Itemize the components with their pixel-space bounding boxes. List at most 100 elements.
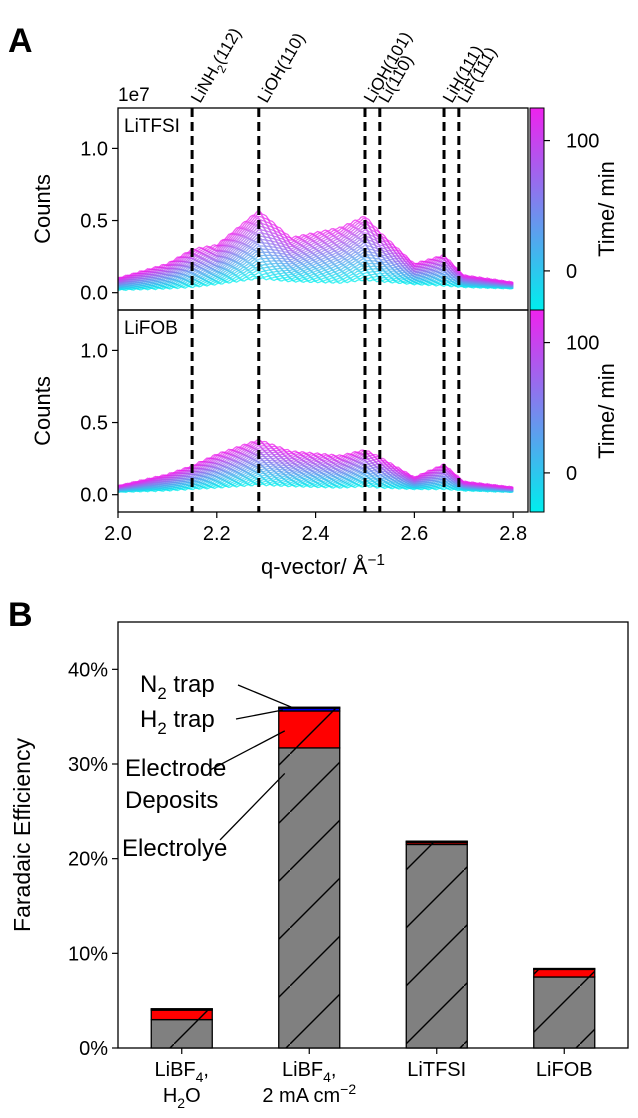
reference-label-0-part: (112) xyxy=(209,25,245,68)
colorbar-tick-label: 100 xyxy=(566,131,599,153)
bar-hatch xyxy=(406,844,468,1048)
annotation-n2-trap: N2​ trap xyxy=(140,671,215,703)
category-label: LiBF4​, xyxy=(155,1059,209,1085)
y-axis-label: Counts xyxy=(30,376,55,446)
series-line xyxy=(118,469,514,492)
y-tick-label: 1.0 xyxy=(80,340,108,362)
category-label: LiTFSI xyxy=(407,1059,466,1081)
category-label-line2-part: −2 xyxy=(340,1081,356,1097)
bar-hatch xyxy=(151,1010,213,1020)
x-tick-label: 2.6 xyxy=(400,523,428,545)
category-label-part: LiFOB xyxy=(536,1059,593,1081)
y-tick-label: 0% xyxy=(79,1038,108,1060)
annotation-electrolyte: Electrolye xyxy=(122,835,227,862)
series-line xyxy=(118,255,514,288)
bar-hatch xyxy=(533,977,595,1048)
bar-hatch xyxy=(151,1019,213,1048)
category-label-part: , xyxy=(331,1059,337,1081)
y-tick-label: 0.5 xyxy=(80,211,108,233)
series-line xyxy=(118,438,514,489)
annotation-n2-trap-part: 2 xyxy=(157,684,166,703)
colorbar-label: Time/ min xyxy=(594,363,619,459)
y-tick-label: 40% xyxy=(68,659,108,681)
x-axis-label-part: q-vector/ Å xyxy=(261,554,368,579)
annotation-leader xyxy=(237,684,293,709)
category-label-part: LiBF xyxy=(155,1059,196,1081)
subplot-litfsi: 0.0 0.5 1.0 LiTFSI Counts 0 100 Time/ min xyxy=(30,107,619,311)
colorbar-tick-label: 0 xyxy=(566,463,577,485)
annotation-deposits: Deposits xyxy=(125,787,218,814)
colorbar xyxy=(529,309,545,513)
panel-b: 0% 10% 20% 30% 40% Faradaic Efficiency LiBF4​,… xyxy=(9,621,629,1111)
reference-label-1-part: LiOH(110) xyxy=(254,30,309,106)
category-label-line2-part: O xyxy=(185,1085,201,1107)
series-line xyxy=(118,265,514,289)
annotation-n2-trap-part: N xyxy=(140,671,157,698)
category-label-part: 4 xyxy=(323,1069,331,1085)
category-label-line2: H2​O xyxy=(163,1085,201,1111)
series-line xyxy=(118,451,514,490)
annotation-h2-trap-part: H xyxy=(140,706,157,733)
y-tick-label: 1.0 xyxy=(80,138,108,160)
x-tick-label: 2.0 xyxy=(104,523,132,545)
annotation-leader xyxy=(209,730,286,771)
category-label: LiFOB xyxy=(536,1059,593,1081)
annotation-leader xyxy=(219,773,286,841)
bar-hatch xyxy=(406,842,468,845)
annotation-h2-trap: H2​ trap xyxy=(140,706,215,738)
series-line xyxy=(118,271,514,291)
series-line xyxy=(118,228,514,286)
axes-frame xyxy=(117,621,629,1049)
colorbar-tick-label: 0 xyxy=(566,261,577,283)
series-line xyxy=(118,218,514,285)
series-line xyxy=(118,235,514,287)
panel-label-a: A xyxy=(8,22,33,60)
annotation-electrode: Electrode xyxy=(125,755,226,782)
annotation-h2-trap-part: 2 xyxy=(157,719,166,738)
y-tick-label: 20% xyxy=(68,849,108,871)
series-line xyxy=(118,457,514,491)
x-axis-label-part: −1 xyxy=(367,552,385,569)
colorbar-tick-label: 100 xyxy=(566,333,599,355)
axes-frame xyxy=(117,309,529,513)
annotation-n2-trap-part: trap xyxy=(167,671,215,698)
y-axis-label: Faradaic Efficiency xyxy=(9,738,35,932)
series-line xyxy=(118,475,514,493)
category-label-part: 4 xyxy=(196,1069,204,1085)
y-tick-label: 0.5 xyxy=(80,413,108,435)
category-label-line2-part: 2 mA cm xyxy=(262,1085,340,1107)
curves xyxy=(118,209,514,292)
y-tick-label: 10% xyxy=(68,943,108,965)
y-tick-label: 0.0 xyxy=(80,283,108,305)
bar-hatch xyxy=(278,707,340,709)
x-tick-label: 2.2 xyxy=(203,523,231,545)
colorbar xyxy=(529,107,545,311)
bar-hatch xyxy=(278,747,340,1048)
category-label-part: LiBF xyxy=(282,1059,323,1081)
series-line xyxy=(118,444,514,490)
subplot-lifob: 0.0 0.5 1.0 LiFOB Counts 0 100 Time/ min xyxy=(30,309,619,513)
curves xyxy=(118,438,514,494)
category-label-part: LiTFSI xyxy=(407,1059,466,1081)
bar-hatch xyxy=(278,708,340,711)
series-line xyxy=(118,209,514,285)
x-tick-label: 2.4 xyxy=(302,523,330,545)
colorbar-label: Time/ min xyxy=(594,161,619,257)
offset-text: 1e7 xyxy=(118,85,150,106)
reference-label-0: LiNH2​(112) xyxy=(187,25,248,108)
category-label-part: , xyxy=(203,1059,209,1081)
y-axis-label: Counts xyxy=(30,174,55,244)
bar-hatch xyxy=(278,710,340,748)
x-axis-label: q-vector/ Å−1​ xyxy=(261,552,385,579)
subplot-label: LiFOB xyxy=(124,318,178,339)
subplot-label: LiTFSI xyxy=(124,116,180,137)
category-label-line2-part: H xyxy=(163,1085,177,1107)
panel-label-b: B xyxy=(8,596,33,634)
annotation-leader xyxy=(235,709,283,720)
bar-hatch xyxy=(533,969,595,977)
reference-label-0-reset: ​ xyxy=(209,58,225,67)
category-label-line2: 2 mA cm−2​ xyxy=(262,1081,356,1107)
y-tick-label: 30% xyxy=(68,754,108,776)
series-line xyxy=(118,245,514,288)
